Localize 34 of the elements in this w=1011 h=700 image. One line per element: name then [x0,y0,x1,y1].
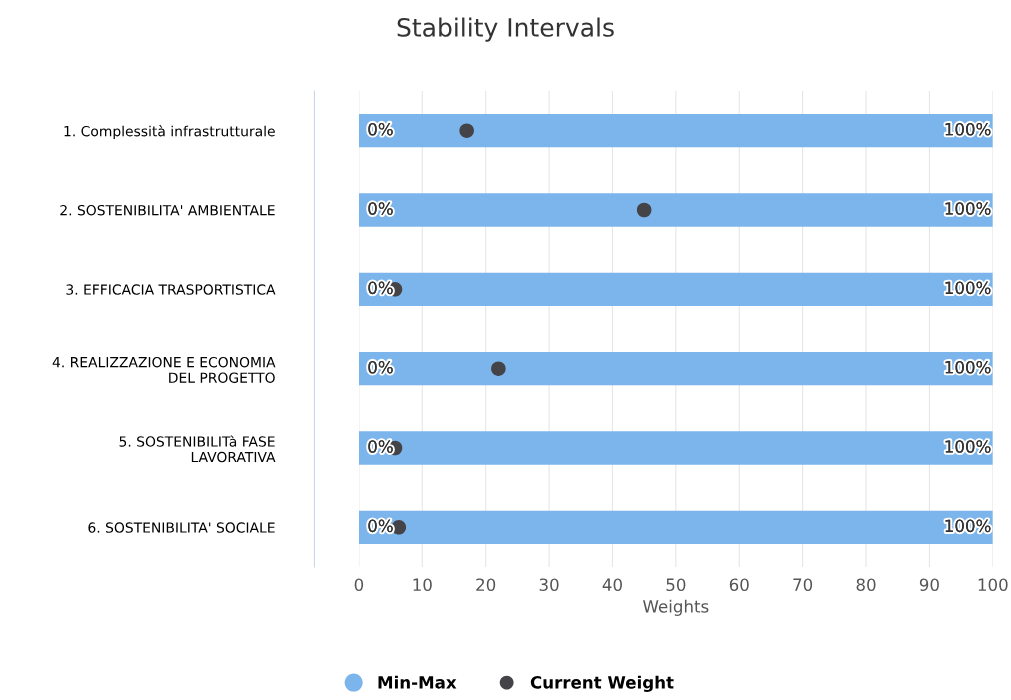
y-tick-label: 5. SOSTENIBILITà FASE LAVORATIVA [119,435,276,463]
x-tick-label: 40 [602,578,622,592]
x-tick-label: 30 [539,578,559,592]
annotation: 100% [945,440,991,453]
legend-label: Min-Max [378,675,457,689]
x-tick-label: 100 [978,578,1008,592]
annotation: 100% [945,202,991,215]
annotation: 0% [368,202,393,215]
y-tick-label: 4. REALIZZAZIONE E ECONOMIA DEL PROGETTO [52,356,276,383]
y-tick-label: 1. Complessità infrastrutturale [64,125,275,140]
x-tick-label: 10 [413,578,432,592]
x-tick-label: 0 [354,578,364,592]
y-tick-label: 3. EFFICACIA TRASPORTISTICA [66,284,276,295]
annotation: 100% [945,122,991,136]
chart-title: Stability Intervals [397,17,614,42]
point [491,361,506,376]
x-axis-title: Weights [643,599,709,616]
annotation: 100% [945,360,991,374]
x-tick-label: 50 [666,578,686,592]
x-tick-label: 80 [856,578,876,592]
y-tick-label: 6. SOSTENIBILITA' SOCIALE [88,522,275,533]
annotation: 0% [368,519,393,533]
point [636,202,652,218]
y-tick-label: 2. SOSTENIBILITA' AMBIENTALE [60,204,275,216]
x-tick-label: 60 [729,578,749,592]
x-tick-label: 90 [919,578,939,592]
point [459,123,474,138]
legend-label: Current Weight [530,675,674,692]
annotation: 100% [945,519,991,533]
annotation: 100% [945,281,991,295]
x-tick-label: 70 [793,578,813,592]
annotation: 0% [368,122,393,136]
annotation: 0% [368,360,393,374]
x-tick-label: 20 [476,578,496,592]
